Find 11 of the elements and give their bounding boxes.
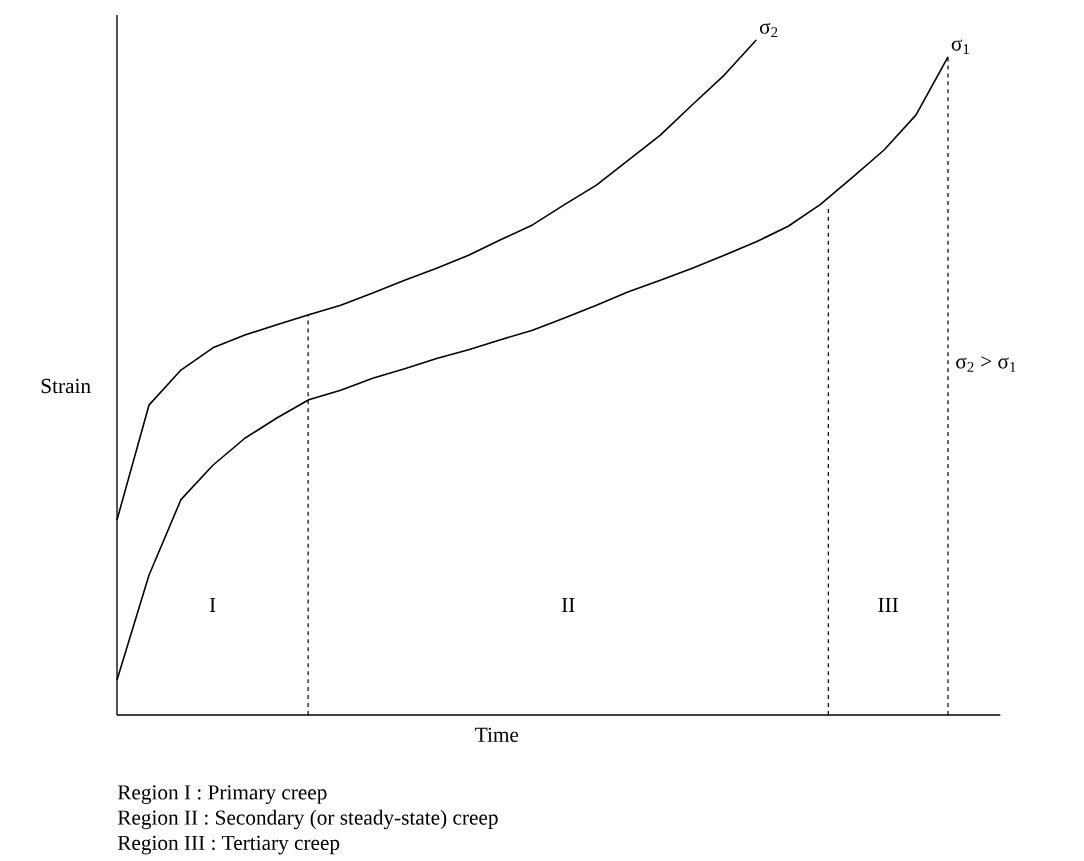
series-label: σ$_{1}$ <box>951 39 969 54</box>
x-axis-title: Time <box>475 727 519 742</box>
series-label: σ$_{2}$ <box>759 22 778 38</box>
text: Region III : Tertiary creep <box>117 835 340 855</box>
annotation: σ$_{2}$ > σ$_{1}$ <box>956 356 1016 372</box>
annotation: II <box>561 598 575 612</box>
text: Region I : Primary creep <box>117 785 327 804</box>
y-axis-title: Strain <box>41 378 91 394</box>
annotation: III <box>878 598 899 612</box>
annotation: I <box>209 598 216 612</box>
text: Region II : Secondary (or steady-state) creep <box>117 809 498 830</box>
